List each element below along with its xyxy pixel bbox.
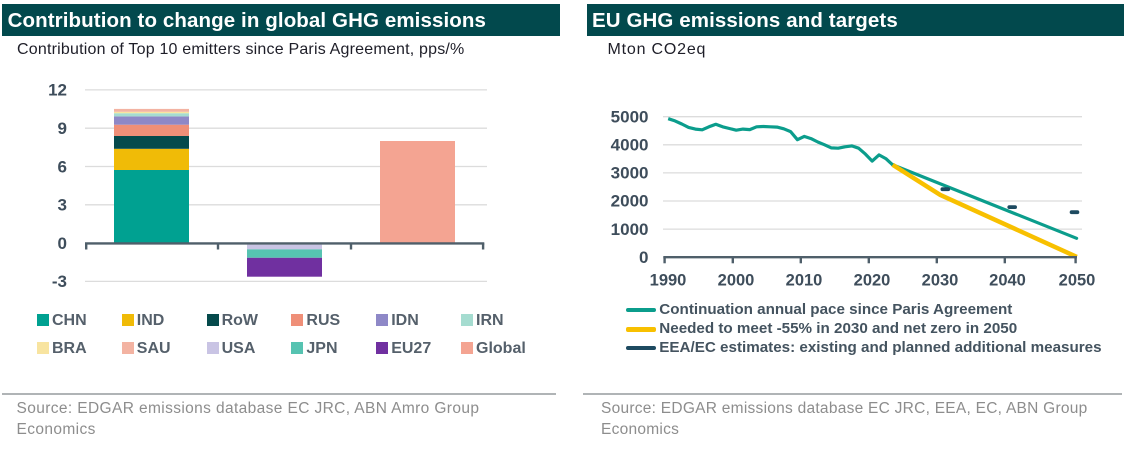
svg-text:5000: 5000 [611,107,649,126]
svg-text:2040: 2040 [989,272,1026,290]
svg-text:0: 0 [58,234,67,253]
svg-text:2000: 2000 [718,272,755,290]
svg-text:9: 9 [58,119,67,138]
svg-text:3: 3 [58,196,67,215]
svg-text:2030: 2030 [922,272,959,290]
svg-text:0: 0 [639,248,648,267]
svg-text:12: 12 [48,81,67,100]
svg-text:-3: -3 [52,272,67,291]
svg-text:2050: 2050 [1059,272,1096,290]
svg-text:2020: 2020 [854,272,891,290]
svg-text:3000: 3000 [611,164,649,183]
svg-text:6: 6 [58,157,67,176]
svg-text:1000: 1000 [611,220,649,239]
svg-text:4000: 4000 [611,136,649,155]
svg-text:1990: 1990 [650,272,687,290]
svg-text:2010: 2010 [786,272,823,290]
svg-text:2000: 2000 [611,192,649,211]
